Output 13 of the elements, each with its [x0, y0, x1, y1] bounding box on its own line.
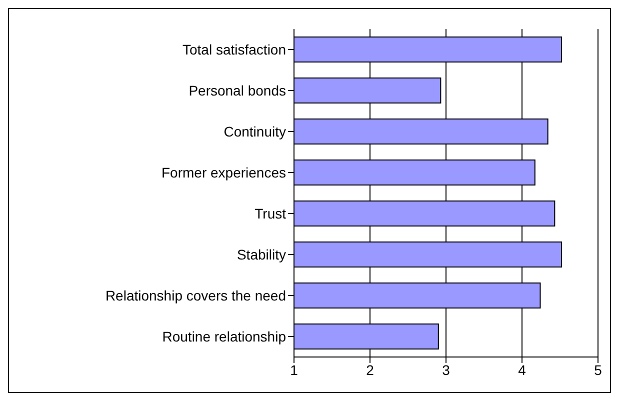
y-tick-label: Trust	[254, 205, 286, 222]
y-tick-label: Stability	[236, 246, 286, 262]
x-tick-label: 1	[290, 362, 298, 378]
x-tick-label: 3	[442, 362, 450, 378]
x-tick-label: 4	[518, 362, 526, 378]
y-tick-label: Relationship covers the need	[105, 287, 286, 304]
y-tick-label: Continuity	[224, 123, 286, 140]
x-tick-label: 5	[594, 362, 602, 378]
y-tick-label: Former experiences	[162, 164, 286, 180]
y-tick-label: Routine relationship	[162, 328, 286, 344]
y-tick-label: Total satisfaction	[182, 41, 286, 58]
y-tick-label: Personal bonds	[188, 82, 286, 98]
x-tick-label: 2	[366, 362, 374, 378]
